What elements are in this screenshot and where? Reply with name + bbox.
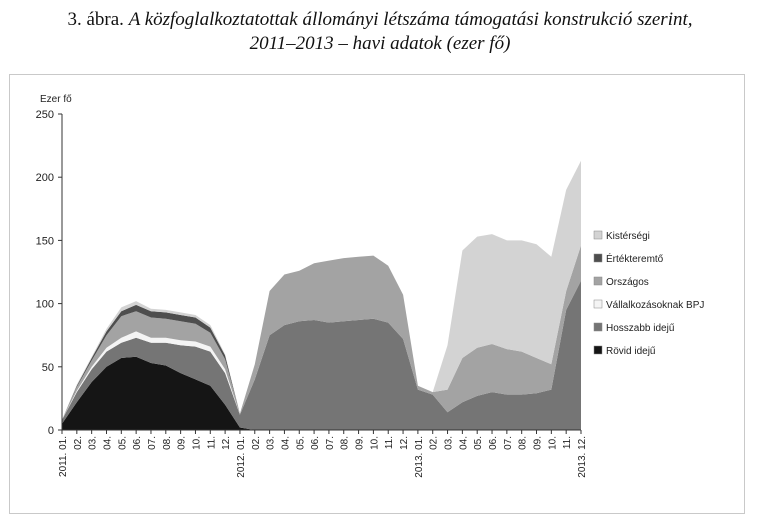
x-tick-label: 05. [295, 436, 306, 450]
legend-swatch [593, 276, 603, 286]
x-tick-label: 06. [310, 436, 321, 450]
legend-label: Vállalkozásoknak BPJ [606, 300, 704, 311]
x-tick-label: 04. [458, 436, 469, 450]
x-tick-label: 12. [399, 436, 410, 450]
x-tick-label: 02. [429, 436, 440, 450]
title-line2: 2011–2013 – havi adatok (ezer fő) [249, 33, 511, 54]
series-area-2 [62, 280, 581, 430]
x-tick-label: 08. [340, 436, 351, 450]
y-axis-label: Ezer fő [40, 94, 72, 105]
x-tick-label: 12. [221, 436, 232, 450]
x-tick-label: 09. [177, 436, 188, 450]
legend-swatch [593, 253, 603, 263]
series-area-4 [62, 245, 581, 420]
x-tick-label: 09. [533, 436, 544, 450]
legend-label: Hosszabb idejű [606, 323, 675, 334]
x-tick-label: 06. [488, 436, 499, 450]
legend-swatch [593, 299, 603, 309]
y-tick-label: 100 [36, 299, 54, 311]
y-tick-label: 150 [36, 235, 54, 247]
x-tick-label: 2011. 01. [58, 436, 69, 477]
chart-frame [9, 74, 745, 514]
x-tick-label: 06. [132, 436, 143, 450]
x-tick-label: 10. [369, 436, 380, 450]
x-tick-label: 03. [88, 436, 99, 450]
x-tick-label: 10. [547, 436, 558, 450]
x-tick-label: 11. [206, 436, 217, 449]
x-tick-label: 2013. 12. [577, 436, 588, 478]
x-tick-label: 07. [503, 436, 514, 450]
legend-label: Értékteremtő [606, 252, 664, 265]
y-tick-label: 200 [36, 172, 54, 184]
legend-swatch [593, 345, 603, 355]
x-tick-label: 04. [280, 436, 291, 450]
x-tick-label: 08. [518, 436, 529, 450]
x-tick-label: 05. [117, 436, 128, 450]
x-tick-label: 03. [266, 436, 277, 450]
x-tick-label: 10. [191, 436, 202, 450]
legend-swatch [593, 322, 603, 332]
title-line1: A közfoglalkoztatottak állományi létszám… [128, 9, 693, 30]
x-tick-label: 05. [473, 436, 484, 450]
legend-swatch [593, 230, 603, 240]
x-tick-label: 09. [355, 436, 366, 450]
series-area-1 [62, 356, 581, 430]
x-tick-label: 07. [147, 436, 158, 450]
x-tick-label: 2013. 01. [414, 436, 425, 478]
legend-label: Kistérségi [606, 231, 650, 242]
series-area-6 [62, 160, 581, 420]
x-tick-label: 04. [102, 436, 113, 450]
x-tick-label: 02. [73, 436, 84, 450]
x-tick-label: 07. [325, 436, 336, 450]
y-tick-label: 50 [42, 362, 54, 374]
x-tick-label: 03. [444, 436, 455, 450]
legend-label: Rövid idejű [606, 346, 656, 357]
y-tick-label: 0 [48, 425, 54, 437]
chart-title: 3. ábra. A közfoglalkoztatottak állomány… [0, 8, 760, 56]
legend-label: Országos [606, 277, 649, 288]
y-tick-label: 250 [36, 109, 54, 121]
x-tick-label: 2012. 01. [236, 436, 247, 478]
x-tick-label: 11. [384, 436, 395, 449]
x-tick-label: 08. [162, 436, 173, 450]
x-tick-label: 02. [251, 436, 262, 450]
x-tick-label: 11. [562, 436, 573, 449]
figure-number: 3. ábra. [67, 9, 124, 30]
